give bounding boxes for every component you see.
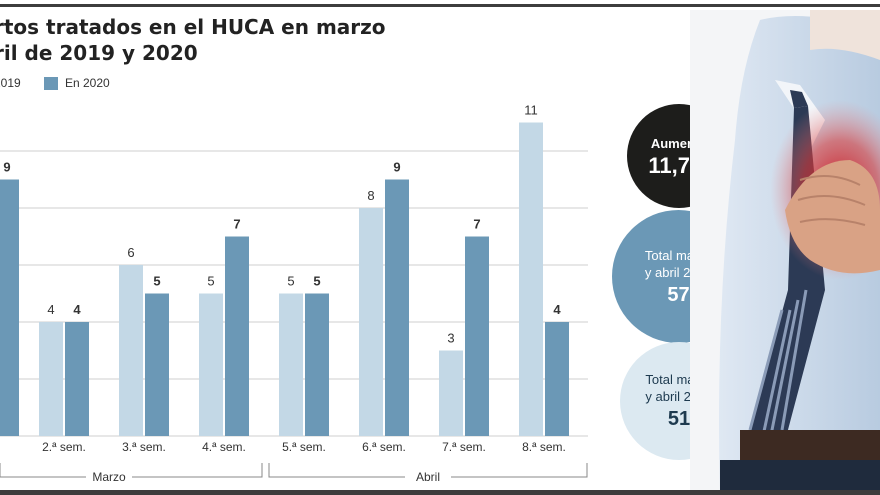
group-label: Marzo (92, 470, 126, 484)
legend-swatch-2020 (44, 76, 58, 90)
total-2019-value: 51 (667, 408, 691, 430)
bar-2020 (145, 293, 169, 436)
bar-2019 (439, 350, 463, 436)
title-line-2: ril de 2019 y 2020 (0, 41, 198, 65)
bar-2020 (65, 322, 89, 436)
group-label: Abril (416, 470, 440, 484)
bar-2019 (279, 293, 303, 436)
bar-2019 (39, 322, 63, 436)
category-label: 8.ª sem. (522, 440, 566, 454)
bar-2020 (465, 236, 489, 436)
data-label-2020: 5 (313, 274, 320, 289)
category-label: 5.ª sem. (282, 440, 326, 454)
title-line-1: rtos tratados en el HUCA en marzo (0, 15, 386, 39)
category-label: 6.ª sem. (362, 440, 406, 454)
legend-item-2019: 2019 (0, 76, 21, 90)
bar-2020 (545, 322, 569, 436)
data-label-2019: 6 (127, 245, 134, 260)
bar-2020 (225, 236, 249, 436)
bar-2019 (519, 122, 543, 436)
top-rule (0, 4, 880, 7)
data-label-2019: 8 (367, 188, 374, 203)
legend-label-2020: En 2020 (65, 76, 110, 90)
total-2020-value: 57 (667, 283, 690, 306)
bottom-rule (0, 490, 880, 495)
group-label-bg (86, 468, 132, 484)
data-label-2020: 9 (3, 160, 10, 175)
data-label-2020: 4 (553, 302, 561, 317)
category-label: m. (0, 440, 1, 454)
man-clutching-chest-photo (690, 10, 880, 495)
group-label-bg (405, 468, 451, 484)
data-label-2019: 11 (524, 103, 538, 118)
data-label-2019: 3 (447, 331, 454, 346)
bar-2019 (119, 265, 143, 436)
bar-chart: 9 m. 4 4 2.ª sem. 6 5 3.ª sem. 5 7 4.ª sem. 5 5 5.ª s… (0, 103, 588, 484)
category-label: 2.ª sem. (42, 440, 86, 454)
bar-2020 (385, 179, 409, 436)
category-label: 3.ª sem. (122, 440, 166, 454)
data-label-2020: 9 (393, 160, 400, 175)
chart-title: rtos tratados en el HUCA en marzo ril de… (0, 14, 386, 66)
data-label-2019: 5 (207, 274, 214, 289)
bar-2019 (199, 293, 223, 436)
category-label: 4.ª sem. (202, 440, 246, 454)
data-label-2020: 5 (153, 274, 160, 289)
data-label-2019: 4 (47, 302, 54, 317)
legend-item-2020: En 2020 (44, 76, 110, 90)
bar-2020 (305, 293, 329, 436)
data-label-2020: 7 (233, 217, 240, 232)
data-label-2020: 7 (473, 217, 480, 232)
legend-label-2019: 2019 (0, 76, 21, 90)
category-label: 7.ª sem. (442, 440, 486, 454)
bar-2020 (0, 179, 19, 436)
data-label-2020: 4 (73, 302, 81, 317)
data-label-2019: 5 (287, 274, 294, 289)
bar-2019 (359, 208, 383, 436)
